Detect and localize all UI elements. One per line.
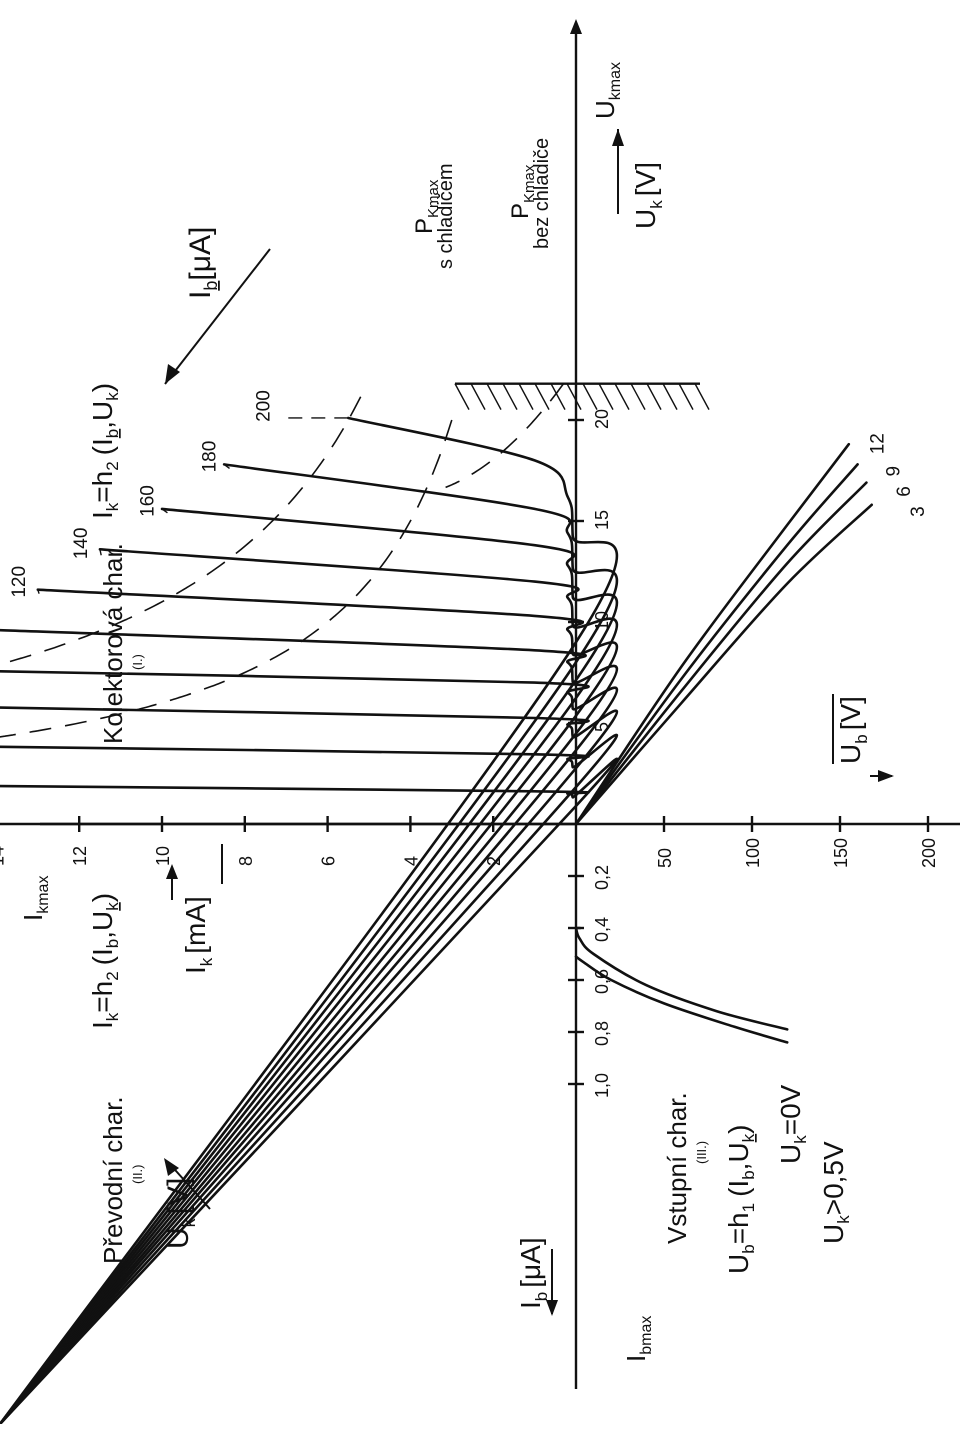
ib-curve-label-120: 120 bbox=[9, 566, 30, 598]
transfer-formula: Ik=h2(Ib,Uk) bbox=[87, 893, 122, 1029]
uk-zero-label: Uk=0V bbox=[775, 1084, 810, 1164]
pkmax-without-sink-caption: bez chladiče bbox=[531, 138, 553, 249]
uk-arrow-head-icon bbox=[612, 129, 624, 146]
input-quadrant-texts: Vstupní char. (III.) Ub=h1(Ib,Uk) Uk=0V … bbox=[662, 694, 894, 1274]
input-roman: (III.) bbox=[694, 1141, 709, 1164]
ub-tick-label: 0,6 bbox=[592, 969, 612, 994]
ib-tick-label: 50 bbox=[655, 848, 675, 868]
uk-arrow-head-icon bbox=[164, 1158, 179, 1176]
ib-param-label: Ib[μA] bbox=[184, 227, 221, 299]
ib-axis-label: Ib[μA] bbox=[515, 1237, 551, 1309]
ikmax-wall-hatch bbox=[695, 384, 709, 410]
ib-curve-label-160: 160 bbox=[137, 485, 158, 517]
ib-axis-arrow-head-icon bbox=[546, 1300, 558, 1316]
ib-direction-arrow bbox=[165, 249, 270, 384]
ikmax-wall-hatch bbox=[455, 384, 469, 410]
ub-tick-label: 1,0 bbox=[592, 1073, 612, 1098]
ikmax-wall-hatch bbox=[647, 384, 661, 410]
ik-tick-label: 20 bbox=[592, 409, 612, 429]
ub-tick-label: 0,8 bbox=[592, 1021, 612, 1046]
boundary-walls bbox=[0, 16, 960, 1424]
uk-tick-label: 14 bbox=[0, 846, 7, 866]
ik-axis-label: Ik[mA] bbox=[180, 896, 216, 974]
uk-tick-label: 12 bbox=[70, 846, 90, 866]
ib-curve-label-200: 200 bbox=[253, 390, 274, 422]
uk-curve-label-9: 9 bbox=[883, 466, 904, 477]
collector-title: Kolektorová char. bbox=[98, 543, 128, 744]
ibmax-label: Ibmax bbox=[621, 1316, 655, 1362]
ikmax-label: Ikmax bbox=[18, 876, 52, 921]
uk-axis-label: Uk[V] bbox=[630, 162, 666, 229]
uk-curve-label-6: 6 bbox=[894, 486, 915, 497]
ib-tick-label: 200 bbox=[919, 838, 939, 868]
uk-tick-label: 8 bbox=[236, 856, 256, 866]
ikmax-wall-hatch bbox=[503, 384, 517, 410]
input-title: Vstupní char. bbox=[662, 1092, 692, 1244]
power-limit-curves bbox=[0, 384, 564, 751]
ik-tick-label: 15 bbox=[592, 510, 612, 530]
transfer-curve-uk-3 bbox=[576, 505, 872, 824]
ikmax-wall-hatch bbox=[599, 384, 613, 410]
ikmax-wall-hatch bbox=[583, 384, 597, 410]
ikmax-wall-hatch bbox=[471, 384, 485, 410]
uk-curve-label-12: 12 bbox=[867, 433, 888, 454]
uk-curve-label-3: 3 bbox=[908, 506, 929, 517]
ikmax-wall-hatch bbox=[487, 384, 501, 410]
ub-arrow-head-icon bbox=[878, 770, 894, 782]
ukmax-label: Ukmax bbox=[590, 62, 624, 119]
ib-curve-label-140: 140 bbox=[71, 528, 92, 560]
input-formula: Ub=h1(Ib,Uk) bbox=[723, 1124, 758, 1274]
curve-leader-lines bbox=[0, 418, 348, 642]
curve-labels: 2040608010012014016018020036912 bbox=[0, 390, 929, 793]
uk-positive-label: Uk>0,5V bbox=[818, 1141, 853, 1244]
uk-tick-label: 10 bbox=[153, 846, 173, 866]
ik-axis-arrow-icon bbox=[570, 19, 582, 34]
transfer-title: Převodní char. bbox=[98, 1096, 128, 1264]
ikmax-wall-hatch bbox=[631, 384, 645, 410]
collector-roman: (I.) bbox=[130, 654, 145, 670]
uk-tick-label: 6 bbox=[319, 856, 339, 866]
uk-param-label: Uk[V] bbox=[162, 1178, 199, 1249]
collector-curve-ib-20 bbox=[0, 759, 617, 1424]
ikmax-wall-hatch bbox=[535, 384, 549, 410]
ikmax-wall-hatch bbox=[615, 384, 629, 410]
collector-formula: Ik=h2(Ib,Uk) bbox=[87, 383, 122, 519]
ub-tick-label: 0,2 bbox=[592, 865, 612, 890]
transfer-roman: (II.) bbox=[130, 1165, 145, 1185]
transfer-curves bbox=[576, 444, 872, 824]
ib-tick-label: 150 bbox=[831, 838, 851, 868]
ib-curve-label-180: 180 bbox=[200, 441, 221, 473]
pkmax-without-sink-curve bbox=[0, 420, 452, 750]
ikmax-wall-hatch bbox=[663, 384, 677, 410]
ikmax-wall-hatch bbox=[567, 384, 581, 410]
ikmax-wall-hatch bbox=[519, 384, 533, 410]
ub-tick-label: 0,4 bbox=[592, 917, 612, 942]
ikmax-wall-hatch bbox=[679, 384, 693, 410]
ub-axis-label: Ub[V] bbox=[835, 696, 871, 764]
pkmax-with-sink-caption: s chladičem bbox=[435, 163, 457, 269]
pkmax-with-sink-curve bbox=[0, 397, 361, 689]
ib-tick-label: 100 bbox=[743, 838, 763, 868]
